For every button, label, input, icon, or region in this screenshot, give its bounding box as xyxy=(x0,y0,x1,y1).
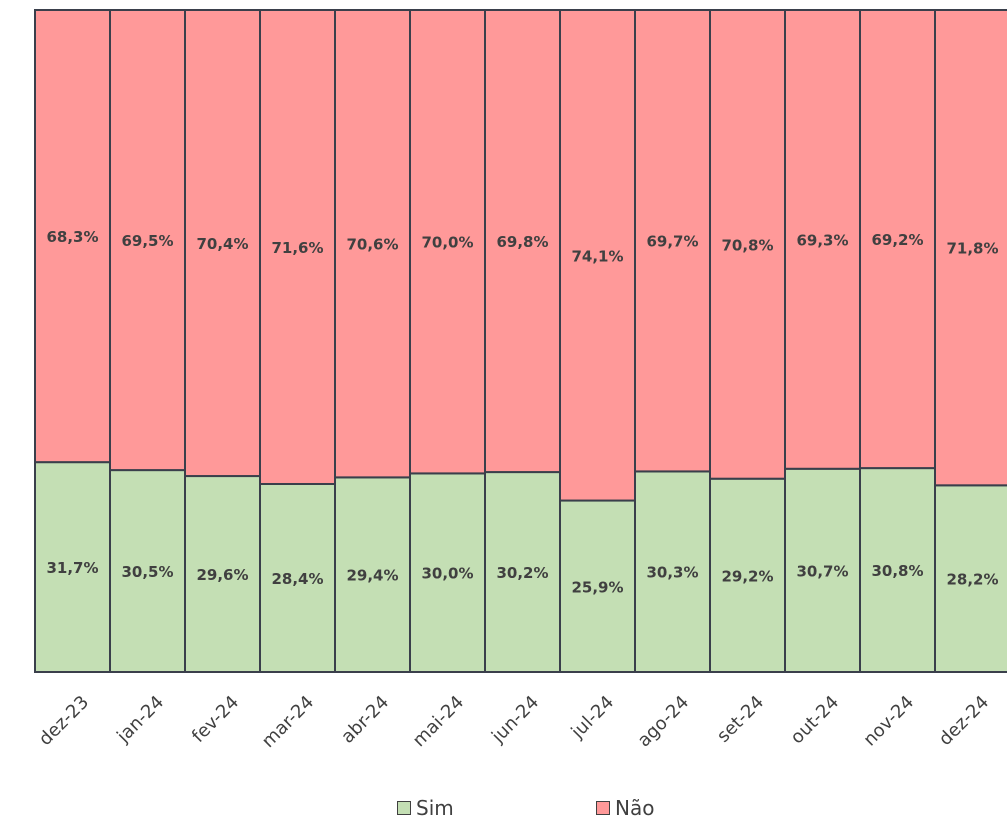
data-label-nao-ago-24: 69,7% xyxy=(646,233,698,251)
data-label-sim-dez-24: 28,2% xyxy=(946,571,998,589)
data-label-sim-fev-24: 29,6% xyxy=(196,566,248,584)
bar-nao-ago-24 xyxy=(634,9,711,473)
data-label-sim-jan-24: 30,5% xyxy=(121,563,173,581)
x-tick-label-fev-24: fev-24 xyxy=(188,692,243,747)
bar-nao-fev-24 xyxy=(184,9,261,478)
data-label-nao-jul-24: 74,1% xyxy=(571,247,623,265)
legend-label-nao: Não xyxy=(615,796,655,820)
bar-nao-jul-24 xyxy=(559,9,636,502)
data-label-sim-nov-24: 30,8% xyxy=(871,562,923,580)
bar-nao-out-24 xyxy=(784,9,861,470)
bar-sim-abr-24 xyxy=(334,476,411,674)
data-label-sim-set-24: 29,2% xyxy=(721,567,773,585)
data-label-sim-out-24: 30,7% xyxy=(796,562,848,580)
data-label-nao-fev-24: 70,4% xyxy=(196,235,248,253)
x-tick-label-abr-24: abr-24 xyxy=(337,692,393,748)
legend: Sim Não xyxy=(0,796,1007,824)
x-tick-label-dez-23: dez-23 xyxy=(35,692,93,750)
data-label-sim-jul-24: 25,9% xyxy=(571,578,623,596)
data-label-nao-dez-24: 71,8% xyxy=(946,240,998,258)
data-label-nao-dez-23: 68,3% xyxy=(46,228,98,246)
bar-sim-mar-24 xyxy=(259,482,336,673)
data-label-nao-out-24: 69,3% xyxy=(796,231,848,249)
x-tick-label-jan-24: jan-24 xyxy=(112,692,168,748)
bar-nao-set-24 xyxy=(709,9,786,480)
data-label-nao-set-24: 70,8% xyxy=(721,236,773,254)
bar-sim-out-24 xyxy=(784,467,861,673)
data-label-nao-jun-24: 69,8% xyxy=(496,233,548,251)
x-tick-label-mar-24: mar-24 xyxy=(258,692,318,752)
data-label-sim-dez-23: 31,7% xyxy=(46,559,98,577)
data-label-nao-abr-24: 70,6% xyxy=(346,236,398,254)
bar-nao-dez-23 xyxy=(34,9,111,464)
bar-sim-nov-24 xyxy=(859,467,936,673)
bar-nao-dez-24 xyxy=(934,9,1007,487)
x-tick-label-dez-24: dez-24 xyxy=(935,692,993,750)
x-tick-label-out-24: out-24 xyxy=(787,692,843,748)
x-tick-label-mai-24: mai-24 xyxy=(409,692,468,751)
bar-nao-mai-24 xyxy=(409,9,486,475)
x-tick-label-set-24: set-24 xyxy=(713,692,768,747)
data-label-nao-jan-24: 69,5% xyxy=(121,232,173,250)
legend-label-sim: Sim xyxy=(416,796,454,820)
x-tick-label-jun-24: jun-24 xyxy=(487,692,543,748)
bar-nao-abr-24 xyxy=(334,9,411,479)
legend-item-sim: Sim xyxy=(397,796,454,820)
x-tick-label-ago-24: ago-24 xyxy=(634,692,694,752)
bar-nao-mar-24 xyxy=(259,9,336,485)
data-label-sim-mar-24: 28,4% xyxy=(271,570,323,588)
bar-sim-set-24 xyxy=(709,477,786,674)
data-label-nao-mar-24: 71,6% xyxy=(271,239,323,257)
x-tick-label-nov-24: nov-24 xyxy=(859,692,918,751)
bar-nao-jan-24 xyxy=(109,9,186,472)
bar-sim-ago-24 xyxy=(634,470,711,673)
data-label-sim-abr-24: 29,4% xyxy=(346,567,398,585)
bar-nao-jun-24 xyxy=(484,9,561,474)
data-label-nao-nov-24: 69,2% xyxy=(871,231,923,249)
x-tick-label-jul-24: jul-24 xyxy=(567,692,618,743)
data-label-sim-jun-24: 30,2% xyxy=(496,564,548,582)
data-label-sim-mai-24: 30,0% xyxy=(421,565,473,583)
data-label-nao-mai-24: 70,0% xyxy=(421,234,473,252)
bar-sim-dez-24 xyxy=(934,484,1007,674)
legend-swatch-sim xyxy=(397,801,411,815)
legend-item-nao: Não xyxy=(596,796,654,820)
bar-sim-fev-24 xyxy=(184,475,261,673)
bar-sim-dez-23 xyxy=(34,461,111,673)
bar-sim-jun-24 xyxy=(484,471,561,673)
data-label-sim-ago-24: 30,3% xyxy=(646,564,698,582)
stacked-bar-chart: 31,7% 68,3% dez-23 30,5% 69,5% jan-24 29,6% 70,… xyxy=(34,9,1007,752)
legend-swatch-nao xyxy=(596,801,610,815)
